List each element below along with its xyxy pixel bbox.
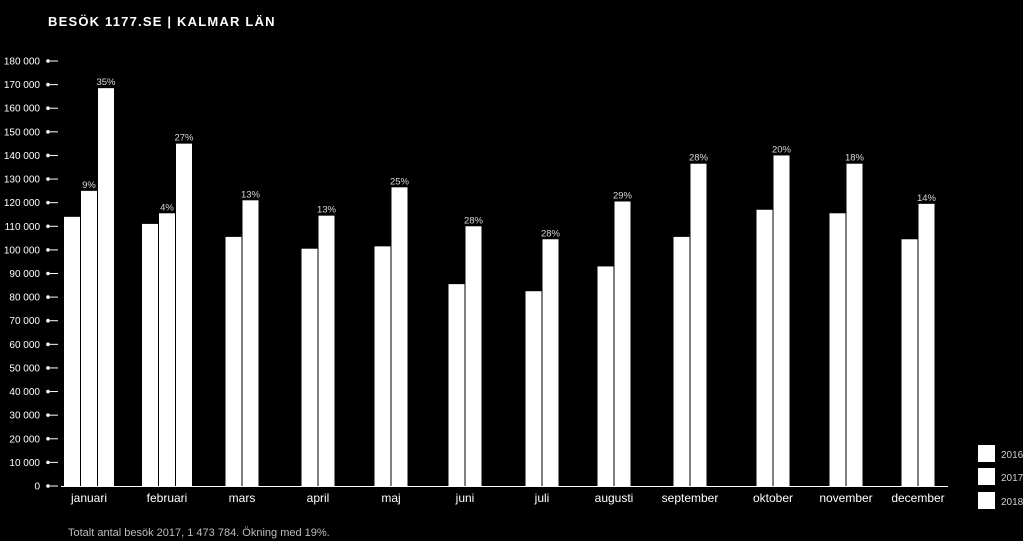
x-tick-label: juni	[455, 491, 475, 505]
bar-juli-2017	[525, 291, 542, 486]
bar-juni-2018	[465, 226, 482, 486]
bar-mars-2018	[242, 200, 259, 487]
y-tick-dot	[46, 271, 50, 276]
bar-november-2018	[846, 163, 863, 487]
x-tick-label: maj	[381, 491, 400, 505]
bar-oktober-2018	[773, 155, 790, 486]
bar-juli-2018	[542, 239, 559, 486]
y-tick-label: 130 000	[4, 175, 41, 186]
y-tick-dot	[46, 413, 50, 417]
y-tick-dot	[46, 130, 50, 134]
x-tick-label: augusti	[595, 491, 634, 505]
bar-percent-label: 13%	[241, 189, 261, 200]
y-tick-label: 150 000	[4, 127, 41, 138]
y-tick-dot	[46, 366, 50, 370]
y-tick-label: 90 000	[9, 269, 40, 280]
bar-percent-label: 29%	[613, 190, 633, 201]
bar-januari-2018	[98, 88, 114, 487]
x-tick-label: september	[662, 491, 719, 505]
y-tick-dot	[46, 224, 50, 229]
bar-januari-2016	[64, 216, 80, 487]
bar-percent-label: 28%	[689, 153, 709, 164]
bar-april-2018	[318, 215, 335, 486]
y-tick-label: 40 000	[9, 387, 40, 398]
y-tick-label: 170 000	[4, 80, 41, 91]
bar-percent-label: 9%	[82, 180, 96, 191]
legend-swatch-2016	[978, 445, 995, 462]
bar-april-2017	[301, 248, 318, 486]
bar-percent-label: 20%	[772, 144, 792, 155]
y-tick-label: 70 000	[9, 316, 40, 327]
bar-januari-2017	[81, 190, 97, 486]
bar-maj-2017	[374, 246, 391, 486]
x-tick-label: februari	[147, 491, 188, 505]
y-tick-dot	[46, 200, 50, 205]
bar-november-2017	[829, 213, 846, 486]
y-tick-dot	[46, 342, 50, 347]
y-tick-label: 160 000	[4, 104, 41, 115]
y-tick-dot	[46, 484, 50, 488]
legend-swatch-2018	[978, 492, 995, 509]
y-tick-dot	[46, 153, 50, 158]
bar-percent-label: 25%	[390, 176, 410, 187]
y-tick-label: 180 000	[4, 57, 41, 68]
y-tick-dot	[46, 177, 50, 181]
bar-maj-2018	[391, 187, 408, 486]
x-tick-label: november	[819, 491, 872, 505]
y-tick-label: 20 000	[9, 434, 40, 445]
y-tick-label: 0	[34, 482, 40, 493]
bar-percent-label: 27%	[174, 133, 194, 144]
bar-mars-2017	[225, 236, 242, 486]
bar-percent-label: 4%	[160, 202, 174, 213]
chart-footnote: Totalt antal besök 2017, 1 473 784. Ökni…	[68, 527, 330, 539]
bar-september-2017	[673, 236, 690, 486]
y-tick-dot	[46, 389, 50, 394]
y-tick-dot	[46, 436, 50, 441]
y-tick-dot	[46, 59, 50, 63]
bar-percent-label: 13%	[317, 205, 337, 216]
bar-augusti-2018	[614, 201, 631, 486]
y-tick-dot	[46, 248, 50, 252]
y-tick-label: 50 000	[9, 363, 40, 374]
y-tick-label: 60 000	[9, 340, 40, 351]
y-tick-label: 140 000	[4, 151, 41, 162]
y-tick-label: 10 000	[9, 458, 40, 469]
y-tick-label: 120 000	[4, 198, 41, 209]
bar-juni-2017	[448, 284, 465, 486]
y-tick-dot	[46, 295, 50, 299]
x-tick-label: januari	[70, 491, 107, 505]
bar-december-2017	[901, 239, 918, 486]
y-tick-label: 30 000	[9, 411, 40, 422]
legend-label-2016: 2016	[1001, 450, 1023, 461]
bar-percent-label: 18%	[845, 153, 865, 164]
chart-title: BESÖK 1177.SE | KALMAR LÄN	[48, 14, 276, 29]
y-tick-dot	[46, 460, 50, 465]
x-tick-label: juli	[534, 491, 550, 505]
legend-label-2017: 2017	[1001, 473, 1023, 484]
bar-percent-label: 35%	[96, 77, 116, 88]
bar-september-2018	[690, 163, 707, 487]
legend-swatch-2017	[978, 468, 995, 485]
y-tick-label: 80 000	[9, 293, 40, 304]
bar-februari-2018	[176, 143, 192, 486]
bar-februari-2017	[159, 213, 175, 486]
y-tick-dot	[46, 318, 50, 323]
bar-percent-label: 28%	[541, 228, 561, 239]
x-tick-label: december	[891, 491, 944, 505]
bar-augusti-2017	[597, 266, 614, 486]
x-tick-label: april	[307, 491, 330, 505]
y-tick-dot	[46, 82, 50, 87]
x-tick-label: oktober	[753, 491, 793, 505]
bar-februari-2016	[142, 223, 158, 486]
legend-label-2018: 2018	[1001, 497, 1023, 508]
bar-percent-label: 28%	[464, 215, 484, 226]
bar-december-2018	[918, 203, 935, 486]
y-tick-dot	[46, 106, 50, 111]
x-tick-label: mars	[229, 491, 256, 505]
bar-oktober-2017	[756, 209, 773, 486]
y-tick-label: 110 000	[5, 222, 41, 233]
y-tick-label: 100 000	[4, 245, 41, 256]
bar-percent-label: 14%	[917, 193, 937, 204]
